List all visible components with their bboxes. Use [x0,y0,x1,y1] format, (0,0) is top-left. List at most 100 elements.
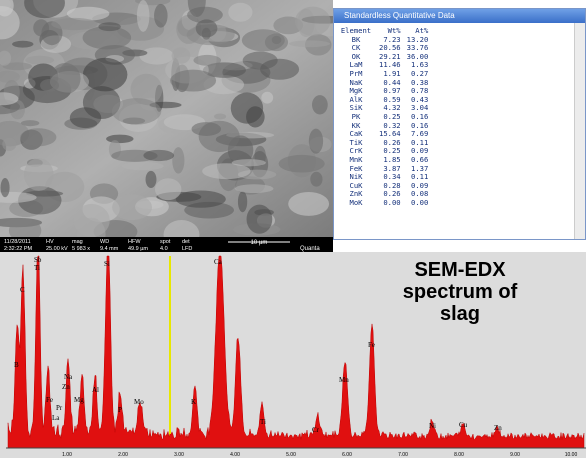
grain [288,192,329,216]
grain [143,150,174,161]
peak-label: P [118,406,122,414]
grain [295,7,331,36]
x-tick-label: 3.00 [174,452,184,458]
peak-label: Na [64,373,73,381]
grain [202,163,250,179]
grain [50,63,81,94]
info-text: HFW [128,239,141,245]
peak-label: Fe [46,396,53,404]
grain [172,47,191,63]
peak-label: C [20,286,25,294]
peak-label: Mo [134,398,144,406]
grain [176,191,226,208]
title-line: SEM-EDX [414,259,506,281]
info-text: mag [72,239,83,245]
grain [193,55,221,66]
grain [312,95,328,114]
grain [137,0,150,32]
data-cell: 0.00 [404,199,432,208]
peak-label: B [14,361,19,369]
grain [172,147,184,174]
grain [228,3,252,22]
grain [70,107,101,128]
grain [112,98,161,125]
peak-label: Mg [74,396,84,404]
data-cell: MoK [336,199,376,208]
x-tick-label: 5.00 [286,452,296,458]
grain [242,29,285,51]
peak-label: Zn [62,383,70,391]
peak-label: Ca [214,258,223,266]
grain [202,28,211,40]
peak-label: Ti [260,418,266,426]
grain [154,4,167,28]
x-tick-label: 9.00 [510,452,520,458]
peak-label: Mn [339,376,349,384]
grain [247,205,273,234]
x-tick-label: 10.00 [565,452,578,458]
grain [1,178,10,197]
grain [235,184,273,193]
peak-label: La [52,414,60,422]
x-tick-label: 2.00 [118,452,128,458]
info-text: det [182,239,190,245]
peak-label: K [191,398,196,406]
peak-label: Pr [56,404,63,412]
title-line: slag [440,303,480,325]
grain [2,138,16,151]
window-title: Standardless Quantitative Data [334,9,585,23]
grain [192,122,221,136]
grain [238,191,247,212]
peak-label: Cu [459,421,468,429]
grain [98,22,120,31]
peak-label: Ti [34,264,40,272]
x-tick-label: 7.00 [398,452,408,458]
sem-micrograph: 11/28/20112:32:22 PMHV25.00 kVmag5 983 x… [0,0,333,252]
scale-label: 10 µm [251,240,268,246]
x-tick-label: 4.00 [230,452,240,458]
grain [112,194,152,220]
grain [83,58,127,92]
grain [310,172,322,187]
grain [309,129,323,154]
page: 11/28/20112:32:22 PMHV25.00 kVmag5 983 x… [0,0,586,458]
grain [214,113,226,119]
grain [155,178,181,200]
grain [146,171,157,188]
grain [170,70,216,92]
scrollbar[interactable] [574,23,585,239]
peak-label: Zn [494,424,502,432]
info-text: spot [160,239,171,245]
grain [25,56,54,65]
grain [246,106,265,127]
grain [289,40,330,47]
grain [260,59,299,80]
x-tick-label: 1.00 [62,452,72,458]
grain [261,92,273,104]
peak-label: Ni [429,422,436,430]
info-text: HV [46,239,54,245]
peak-label: Cr [312,426,320,434]
peak-label: Al [92,386,99,394]
grain [51,18,97,30]
title-line: spectrum of [403,281,518,303]
x-tick-label: 8.00 [454,452,464,458]
data-cell: 0.00 [376,199,404,208]
grain [24,158,54,191]
grain [106,135,133,144]
grain [122,162,164,170]
x-tick-label: 6.00 [342,452,352,458]
info-text: WD [100,239,109,245]
grain [279,155,325,173]
peak-label: Si [104,260,110,268]
peak-label: Fe [368,341,375,349]
peak-label: Sb [34,256,42,264]
grain [20,128,56,146]
grain [139,47,174,64]
info-text: 11/28/2011 [4,239,31,245]
grain [12,41,33,48]
